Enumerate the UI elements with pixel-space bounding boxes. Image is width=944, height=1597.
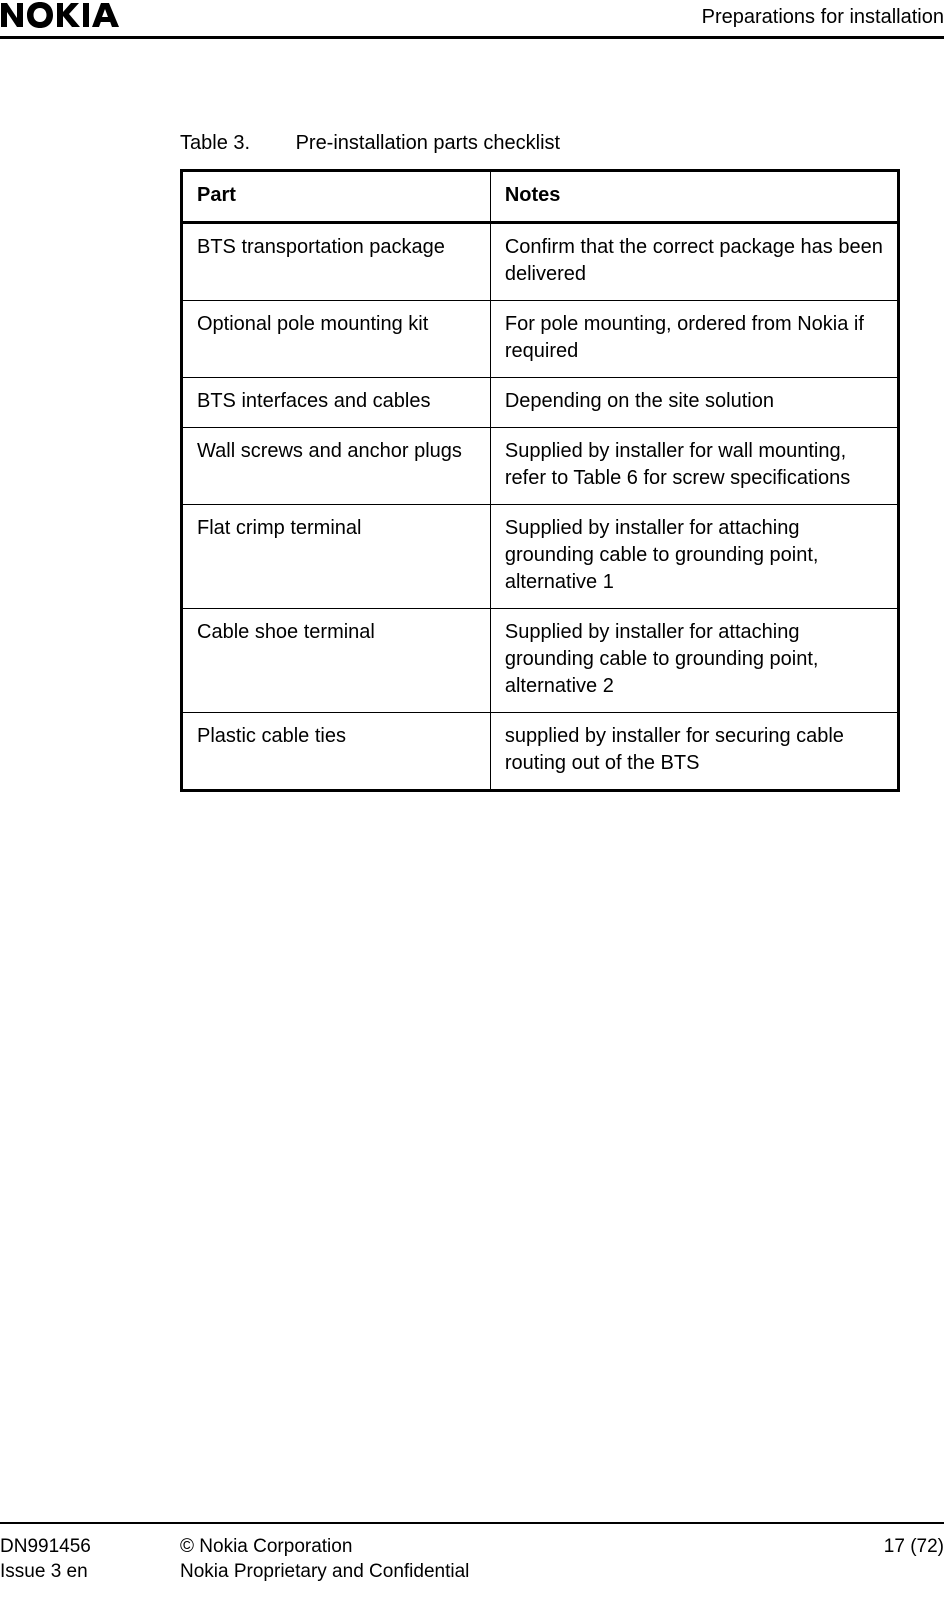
footer-rule bbox=[0, 1522, 944, 1524]
cell-notes: supplied by installer for securing cable… bbox=[490, 713, 898, 791]
footer-center: © Nokia Corporation Nokia Proprietary an… bbox=[180, 1534, 824, 1585]
column-header-notes: Notes bbox=[490, 171, 898, 223]
table-row: Flat crimp terminal Supplied by installe… bbox=[182, 505, 899, 609]
cell-part: Wall screws and anchor plugs bbox=[182, 428, 491, 505]
header-rule bbox=[0, 36, 944, 39]
cell-notes: Supplied by installer for attaching grou… bbox=[490, 609, 898, 713]
parts-checklist-table: Part Notes BTS transportation package Co… bbox=[180, 169, 900, 792]
cell-notes: Supplied by installer for attaching grou… bbox=[490, 505, 898, 609]
cell-part: Cable shoe terminal bbox=[182, 609, 491, 713]
cell-part: Flat crimp terminal bbox=[182, 505, 491, 609]
nokia-logo bbox=[0, 2, 140, 28]
table-row: Optional pole mounting kit For pole moun… bbox=[182, 301, 899, 378]
table-header-row: Part Notes bbox=[182, 171, 899, 223]
footer-row: DN991456 Issue 3 en © Nokia Corporation … bbox=[0, 1534, 944, 1585]
doc-id: DN991456 bbox=[0, 1534, 180, 1560]
cell-part: BTS transportation package bbox=[182, 223, 491, 301]
page-header: Preparations for installation bbox=[0, 0, 944, 4]
footer-left: DN991456 Issue 3 en bbox=[0, 1534, 180, 1585]
confidential: Nokia Proprietary and Confidential bbox=[180, 1559, 824, 1585]
column-header-part: Part bbox=[182, 171, 491, 223]
cell-part: Plastic cable ties bbox=[182, 713, 491, 791]
footer-right: 17 (72) bbox=[824, 1534, 944, 1585]
cell-notes: Confirm that the correct package has bee… bbox=[490, 223, 898, 301]
page-footer: DN991456 Issue 3 en © Nokia Corporation … bbox=[0, 1522, 944, 1585]
table-caption: Table 3. Pre-installation parts checklis… bbox=[180, 132, 900, 155]
page-number: 17 (72) bbox=[824, 1534, 944, 1560]
cell-notes: Depending on the site solution bbox=[490, 378, 898, 428]
cell-part: Optional pole mounting kit bbox=[182, 301, 491, 378]
table-row: BTS interfaces and cables Depending on t… bbox=[182, 378, 899, 428]
table-row: BTS transportation package Confirm that … bbox=[182, 223, 899, 301]
page: Preparations for installation Table 3. P… bbox=[0, 0, 944, 1597]
table-number: Table 3. bbox=[180, 132, 290, 155]
table-row: Wall screws and anchor plugs Supplied by… bbox=[182, 428, 899, 505]
cell-part: BTS interfaces and cables bbox=[182, 378, 491, 428]
cell-notes: Supplied by installer for wall mounting,… bbox=[490, 428, 898, 505]
section-title: Preparations for installation bbox=[702, 6, 944, 29]
table-title: Pre-installation parts checklist bbox=[296, 132, 561, 154]
doc-issue: Issue 3 en bbox=[0, 1559, 180, 1585]
cell-notes: For pole mounting, ordered from Nokia if… bbox=[490, 301, 898, 378]
table-row: Plastic cable ties supplied by installer… bbox=[182, 713, 899, 791]
table-row: Cable shoe terminal Supplied by installe… bbox=[182, 609, 899, 713]
content-area: Table 3. Pre-installation parts checklis… bbox=[180, 132, 900, 792]
copyright: © Nokia Corporation bbox=[180, 1534, 824, 1560]
